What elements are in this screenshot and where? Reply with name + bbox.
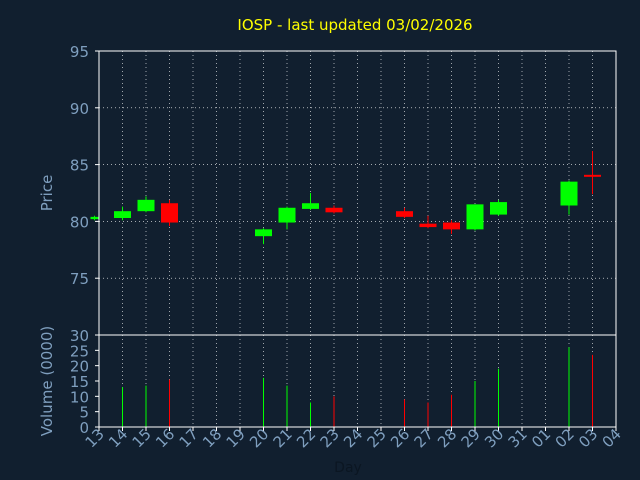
candle [325,205,343,214]
candle [302,193,319,211]
candle-body [584,174,601,177]
y-tick-label: 90 [70,100,89,118]
y-tick-label: 80 [70,213,89,231]
candle-body [302,203,319,209]
candle [396,207,413,218]
candle-body [443,222,460,230]
candle-body [466,204,484,230]
volume-tick-label: 5 [79,404,89,422]
candle-body [490,202,507,215]
candle [278,206,296,230]
price-candles [90,150,601,245]
candle [137,196,155,213]
candle [255,228,272,245]
volume-tick-label: 10 [70,388,89,406]
candle-body [114,211,131,218]
volume-tick-label: 20 [70,358,89,376]
candle-body [325,207,343,213]
candle-body [396,211,413,217]
candle [443,220,460,234]
y-tick-label: 85 [70,157,89,175]
candle-body [255,229,272,237]
y-axis-label: Price [38,175,56,212]
candle-body [90,216,99,220]
candle [419,215,437,229]
candle [560,180,578,215]
x-axis-label: Day [334,460,362,476]
candle [466,204,484,231]
candle-body [419,223,437,228]
candle [584,150,601,195]
candle [90,215,99,221]
volume-tick-label: 0 [79,419,89,437]
volume-bars [122,347,593,427]
volume-axis-label: Volume (0000) [38,326,56,436]
y-tick-label: 75 [70,270,89,288]
candle [114,206,131,221]
volume-tick-label: 25 [70,342,89,360]
chart-title: IOSP - last updated 03/02/2026 [237,16,472,34]
candle [161,199,178,226]
volume-tick-label: 30 [70,327,89,345]
candle [490,199,507,216]
candle-body [161,203,178,223]
candle-body [137,199,155,212]
candle-body [560,181,578,206]
volume-tick-label: 15 [70,373,89,391]
candle-body [278,207,296,223]
y-tick-label: 95 [70,43,89,61]
